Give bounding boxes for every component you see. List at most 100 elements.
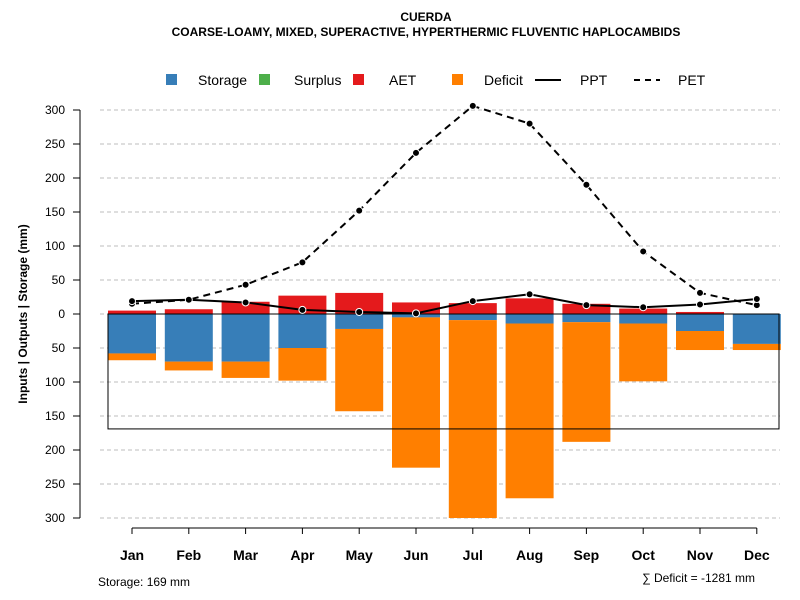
legend-swatch-surplus	[259, 74, 270, 85]
aet-bar	[505, 298, 554, 314]
legend-swatch-deficit	[452, 74, 463, 85]
y-axis: 300 250 200 150 100 50 0 50 100 150 200 250 300	[45, 103, 81, 525]
aet-bar	[619, 308, 668, 314]
deficit-bar	[221, 361, 270, 378]
x-tick-label: Aug	[516, 547, 543, 563]
storage-bar	[676, 314, 724, 331]
storage-bar	[619, 314, 668, 324]
x-tick-label: Mar	[233, 547, 258, 563]
x-tick-label: Dec	[744, 547, 770, 563]
aet-bar	[392, 302, 440, 314]
ppt-point	[355, 307, 364, 316]
legend-label-surplus: Surplus	[294, 72, 341, 88]
x-tick-label: Jan	[120, 547, 144, 563]
storage-bar	[505, 314, 554, 324]
x-tick-label: Jun	[404, 547, 429, 563]
y-tick-label: 200	[45, 443, 65, 457]
ppt-point	[525, 290, 534, 299]
deficit-bar	[164, 361, 213, 371]
y-tick-label: 100	[45, 375, 65, 389]
y-tick-label: 300	[45, 511, 65, 525]
aet-bar	[108, 310, 156, 314]
x-tick-label: Jul	[463, 547, 483, 563]
deficit-bar	[448, 320, 497, 518]
storage-bar	[562, 314, 611, 323]
pet-point	[696, 288, 704, 297]
y-tick-label: 300	[45, 103, 65, 117]
legend: Storage Surplus AET Deficit PPT PET	[166, 72, 706, 88]
ppt-point	[241, 298, 250, 307]
x-tick-label: Nov	[687, 547, 714, 563]
legend-label-aet: AET	[389, 72, 417, 88]
y-axis-label: Inputs | Outputs | Storage (mm)	[16, 224, 30, 403]
x-tick-label: Feb	[176, 547, 201, 563]
deficit-bar	[392, 317, 440, 468]
y-tick-label: 50	[52, 341, 66, 355]
legend-label-deficit: Deficit	[484, 72, 523, 88]
pet-line	[131, 104, 758, 307]
deficit-bar	[676, 331, 724, 351]
storage-bar	[221, 314, 270, 362]
deficit-note: ∑ Deficit = -1281 mm	[642, 571, 755, 585]
legend-swatch-storage	[166, 74, 177, 85]
y-tick-label: 250	[45, 137, 65, 151]
storage-bar	[335, 314, 384, 329]
chart-subtitle: COARSE-LOAMY, MIXED, SUPERACTIVE, HYPERT…	[172, 25, 681, 39]
storage-bar	[278, 314, 327, 348]
x-axis: Jan Feb Mar Apr May Jun Jul Aug Sep Oct Nov Dec	[120, 527, 770, 563]
ppt-point	[639, 303, 648, 312]
pet-point	[298, 258, 307, 267]
pet-point	[241, 280, 250, 289]
deficit-bar	[732, 343, 781, 351]
pet-point	[582, 180, 591, 189]
aet-bar	[164, 309, 213, 314]
ppt-point	[696, 300, 704, 309]
y-tick-label: 50	[52, 273, 66, 287]
storage-bar	[732, 314, 781, 344]
ppt-point	[128, 297, 136, 306]
deficit-bar	[562, 322, 611, 442]
ppt-point	[412, 309, 420, 318]
ppt-line	[131, 293, 757, 315]
aet-bar	[335, 292, 384, 314]
y-tick-label: 0	[58, 307, 65, 321]
y-tick-label: 150	[45, 205, 65, 219]
storage-note: Storage: 169 mm	[98, 575, 190, 589]
legend-label-ppt: PPT	[580, 72, 608, 88]
ppt-point	[184, 295, 193, 304]
pet-point	[412, 148, 420, 157]
chart-title: CUERDA	[400, 10, 452, 24]
storage-capacity-box	[107, 313, 780, 430]
x-tick-label: Sep	[574, 547, 600, 563]
storage-bar	[108, 314, 156, 354]
y-tick-label: 250	[45, 477, 65, 491]
pet-point	[525, 119, 534, 128]
pet-point	[355, 206, 364, 215]
storage-bar	[448, 314, 497, 321]
bars-layer	[108, 292, 781, 518]
deficit-bar	[108, 353, 156, 361]
x-tick-label: Apr	[290, 547, 315, 563]
storage-bar	[164, 314, 213, 362]
y-tick-label: 100	[45, 239, 65, 253]
aet-bar	[448, 303, 497, 314]
x-tick-label: Oct	[632, 547, 656, 563]
deficit-bar	[335, 328, 384, 412]
deficit-bar	[278, 348, 327, 381]
ppt-point	[468, 297, 477, 306]
deficit-bar	[619, 323, 668, 382]
x-tick-label: May	[346, 547, 373, 563]
ppt-point	[752, 295, 761, 304]
legend-swatch-aet	[353, 74, 364, 85]
aet-bar	[676, 311, 724, 314]
pet-point	[639, 247, 648, 256]
lines-layer	[128, 101, 761, 318]
y-tick-label: 150	[45, 409, 65, 423]
pet-point	[468, 101, 477, 110]
legend-label-pet: PET	[678, 72, 706, 88]
ppt-point	[298, 305, 307, 314]
deficit-bar	[505, 323, 554, 499]
legend-label-storage: Storage	[198, 72, 247, 88]
y-tick-label: 200	[45, 171, 65, 185]
